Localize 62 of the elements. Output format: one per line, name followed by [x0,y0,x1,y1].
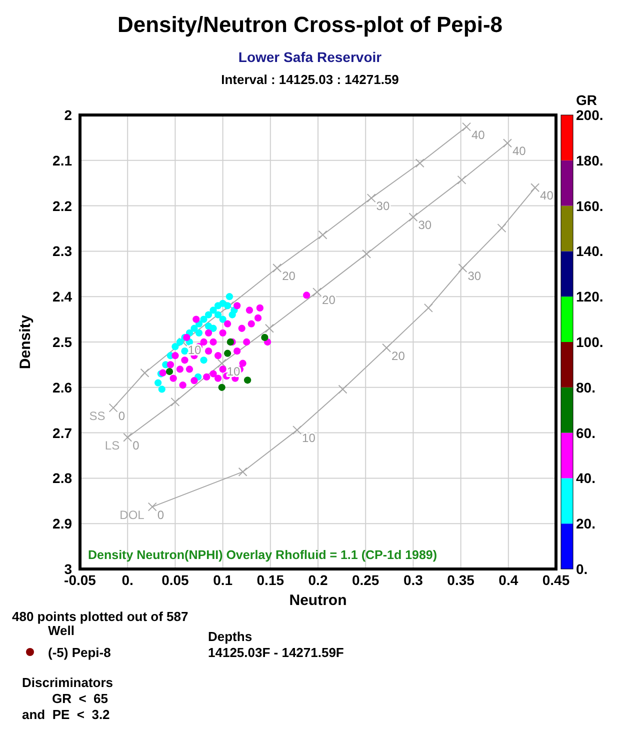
annotation: 0 [132,438,140,452]
series-label: DOL [120,508,145,522]
x-tick-label: 0. [122,572,134,588]
annotation: 40 [512,144,526,158]
text: 14125.03F - 14271.59F [208,645,344,660]
color-bar-label: 20. [576,516,596,532]
y-tick-label: 2.2 [52,198,72,214]
color-bar-label: 80. [576,379,596,396]
y-tick-label: 2.9 [52,516,72,532]
y-tick-label: 2.3 [52,243,72,260]
x-tick-label: 0.1 [213,572,233,588]
y-tick-label: 2.1 [52,152,72,168]
y-tick-label: 2.5 [52,334,72,350]
color-bar-label: 140. [576,243,604,260]
x-axis-title: Neutron [289,592,347,609]
x-tick-label: 0.2 [308,572,328,588]
annotation: 30 [376,199,390,214]
y-tick-label: 2.4 [52,288,72,305]
text: and PE < 3.2 [22,707,110,722]
annotation: 10 [302,431,316,446]
color-bar-label: 180. [576,152,604,168]
x-tick-label: 0.4 [498,572,518,588]
series-label: LS [104,438,120,452]
y-tick-label: 2.7 [52,424,72,441]
x-tick-label: 0.3 [403,572,424,588]
annotation: 30 [418,218,432,232]
color-bar-label: 0. [576,561,588,577]
color-bar-label: 40. [576,470,596,486]
text: Well [48,623,74,638]
x-tick-label: 0.25 [352,572,380,588]
color-bar-label: 200. [576,107,604,123]
series-label: SS [89,408,106,423]
annotation: 20 [282,269,296,283]
text: (-5) Pepi-8 [48,645,111,660]
annotation: 20 [392,348,406,363]
color-bar-label: 120. [576,288,604,305]
text: Interval : 14125.03 : 14271.59 [221,72,399,87]
text: Discriminators [22,675,114,690]
x-tick-label: 0.15 [256,572,284,588]
annotation: 20 [322,293,336,308]
color-bar-label: 160. [576,198,604,214]
y-tick-label: 2.6 [52,379,72,396]
y-tick-label: 2.8 [52,470,72,486]
color-bar-title: GR [576,92,597,108]
y-axis-title: Density [17,314,34,370]
annotation: 40 [540,188,554,203]
color-bar-label: 100. [576,334,604,350]
chart-subtitle: Lower Safa Reservoir [238,49,382,65]
annotation: Density Neutron(NPHI) Overlay Rhofluid = 1.1 (CP-1d 1989) [88,548,438,562]
text: 480 points plotted out of 587 [12,609,188,624]
text: Depths [208,629,252,644]
y-tick-label: 2 [64,107,72,123]
annotation: 30 [468,269,482,283]
chart-title: Density/Neutron Cross-plot of Pepi-8 [117,12,503,37]
text: GR < 65 [52,691,108,706]
x-tick-label: 0.05 [162,572,190,588]
color-bar-label: 60. [576,424,596,441]
annotation: 0 [157,508,164,522]
x-tick-label: 0.45 [542,572,570,588]
annotation: 40 [472,128,486,142]
x-tick-label: 0.35 [447,572,475,588]
annotation: 0 [118,408,126,423]
